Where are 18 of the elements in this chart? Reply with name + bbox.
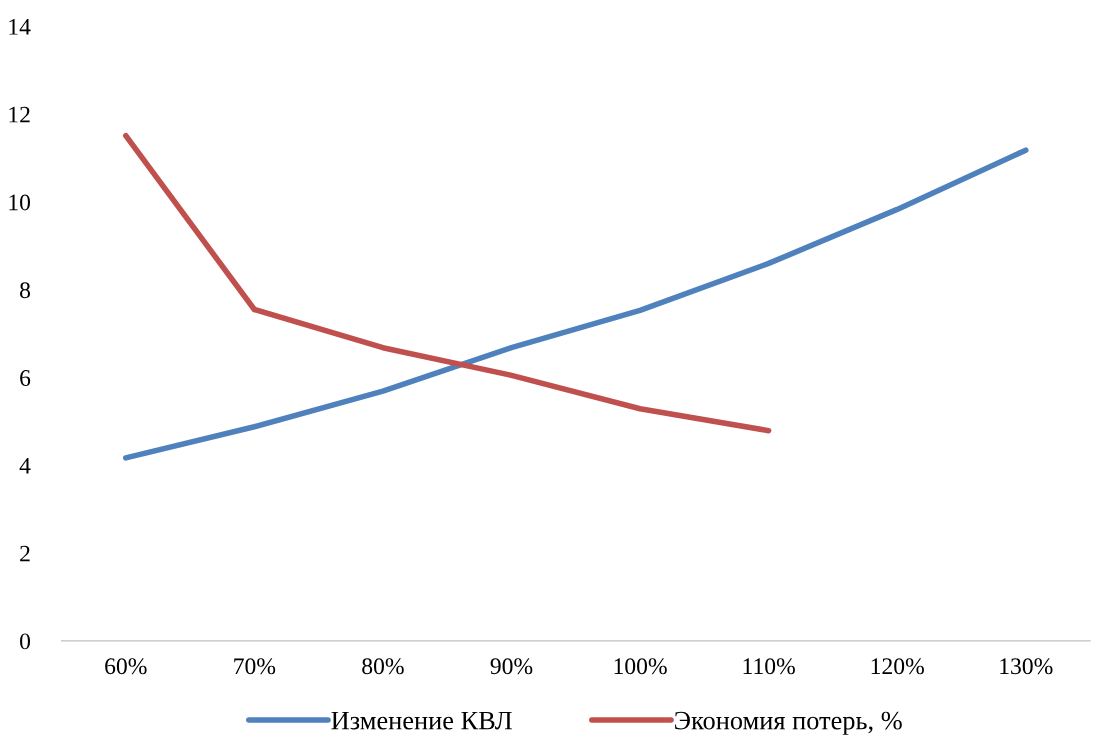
- y-tick-label: 12: [9, 106, 30, 123]
- x-tick-label: 110%: [743, 658, 795, 675]
- x-tick-label: 70%: [234, 658, 276, 675]
- x-tick-label: 90%: [490, 658, 533, 675]
- y-tick-label: 8: [20, 282, 31, 299]
- legend-label: Экономия потерь, %: [675, 711, 902, 735]
- x-tick-label: 80%: [362, 658, 404, 675]
- y-tick-label: 4: [19, 457, 31, 474]
- x-tick-label: 120%: [871, 658, 924, 675]
- y-tick-label: 14: [9, 18, 31, 35]
- x-tick-label: 60%: [105, 658, 147, 675]
- y-tick-label: 10: [9, 194, 31, 211]
- legend-label: Изменение КВЛ: [331, 711, 512, 730]
- y-tick-label: 6: [20, 370, 31, 386]
- x-tick-label: 130%: [1000, 658, 1053, 675]
- y-tick-label: 0: [20, 633, 31, 650]
- x-tick-label: 100%: [614, 658, 667, 675]
- y-tick-label: 2: [20, 545, 30, 562]
